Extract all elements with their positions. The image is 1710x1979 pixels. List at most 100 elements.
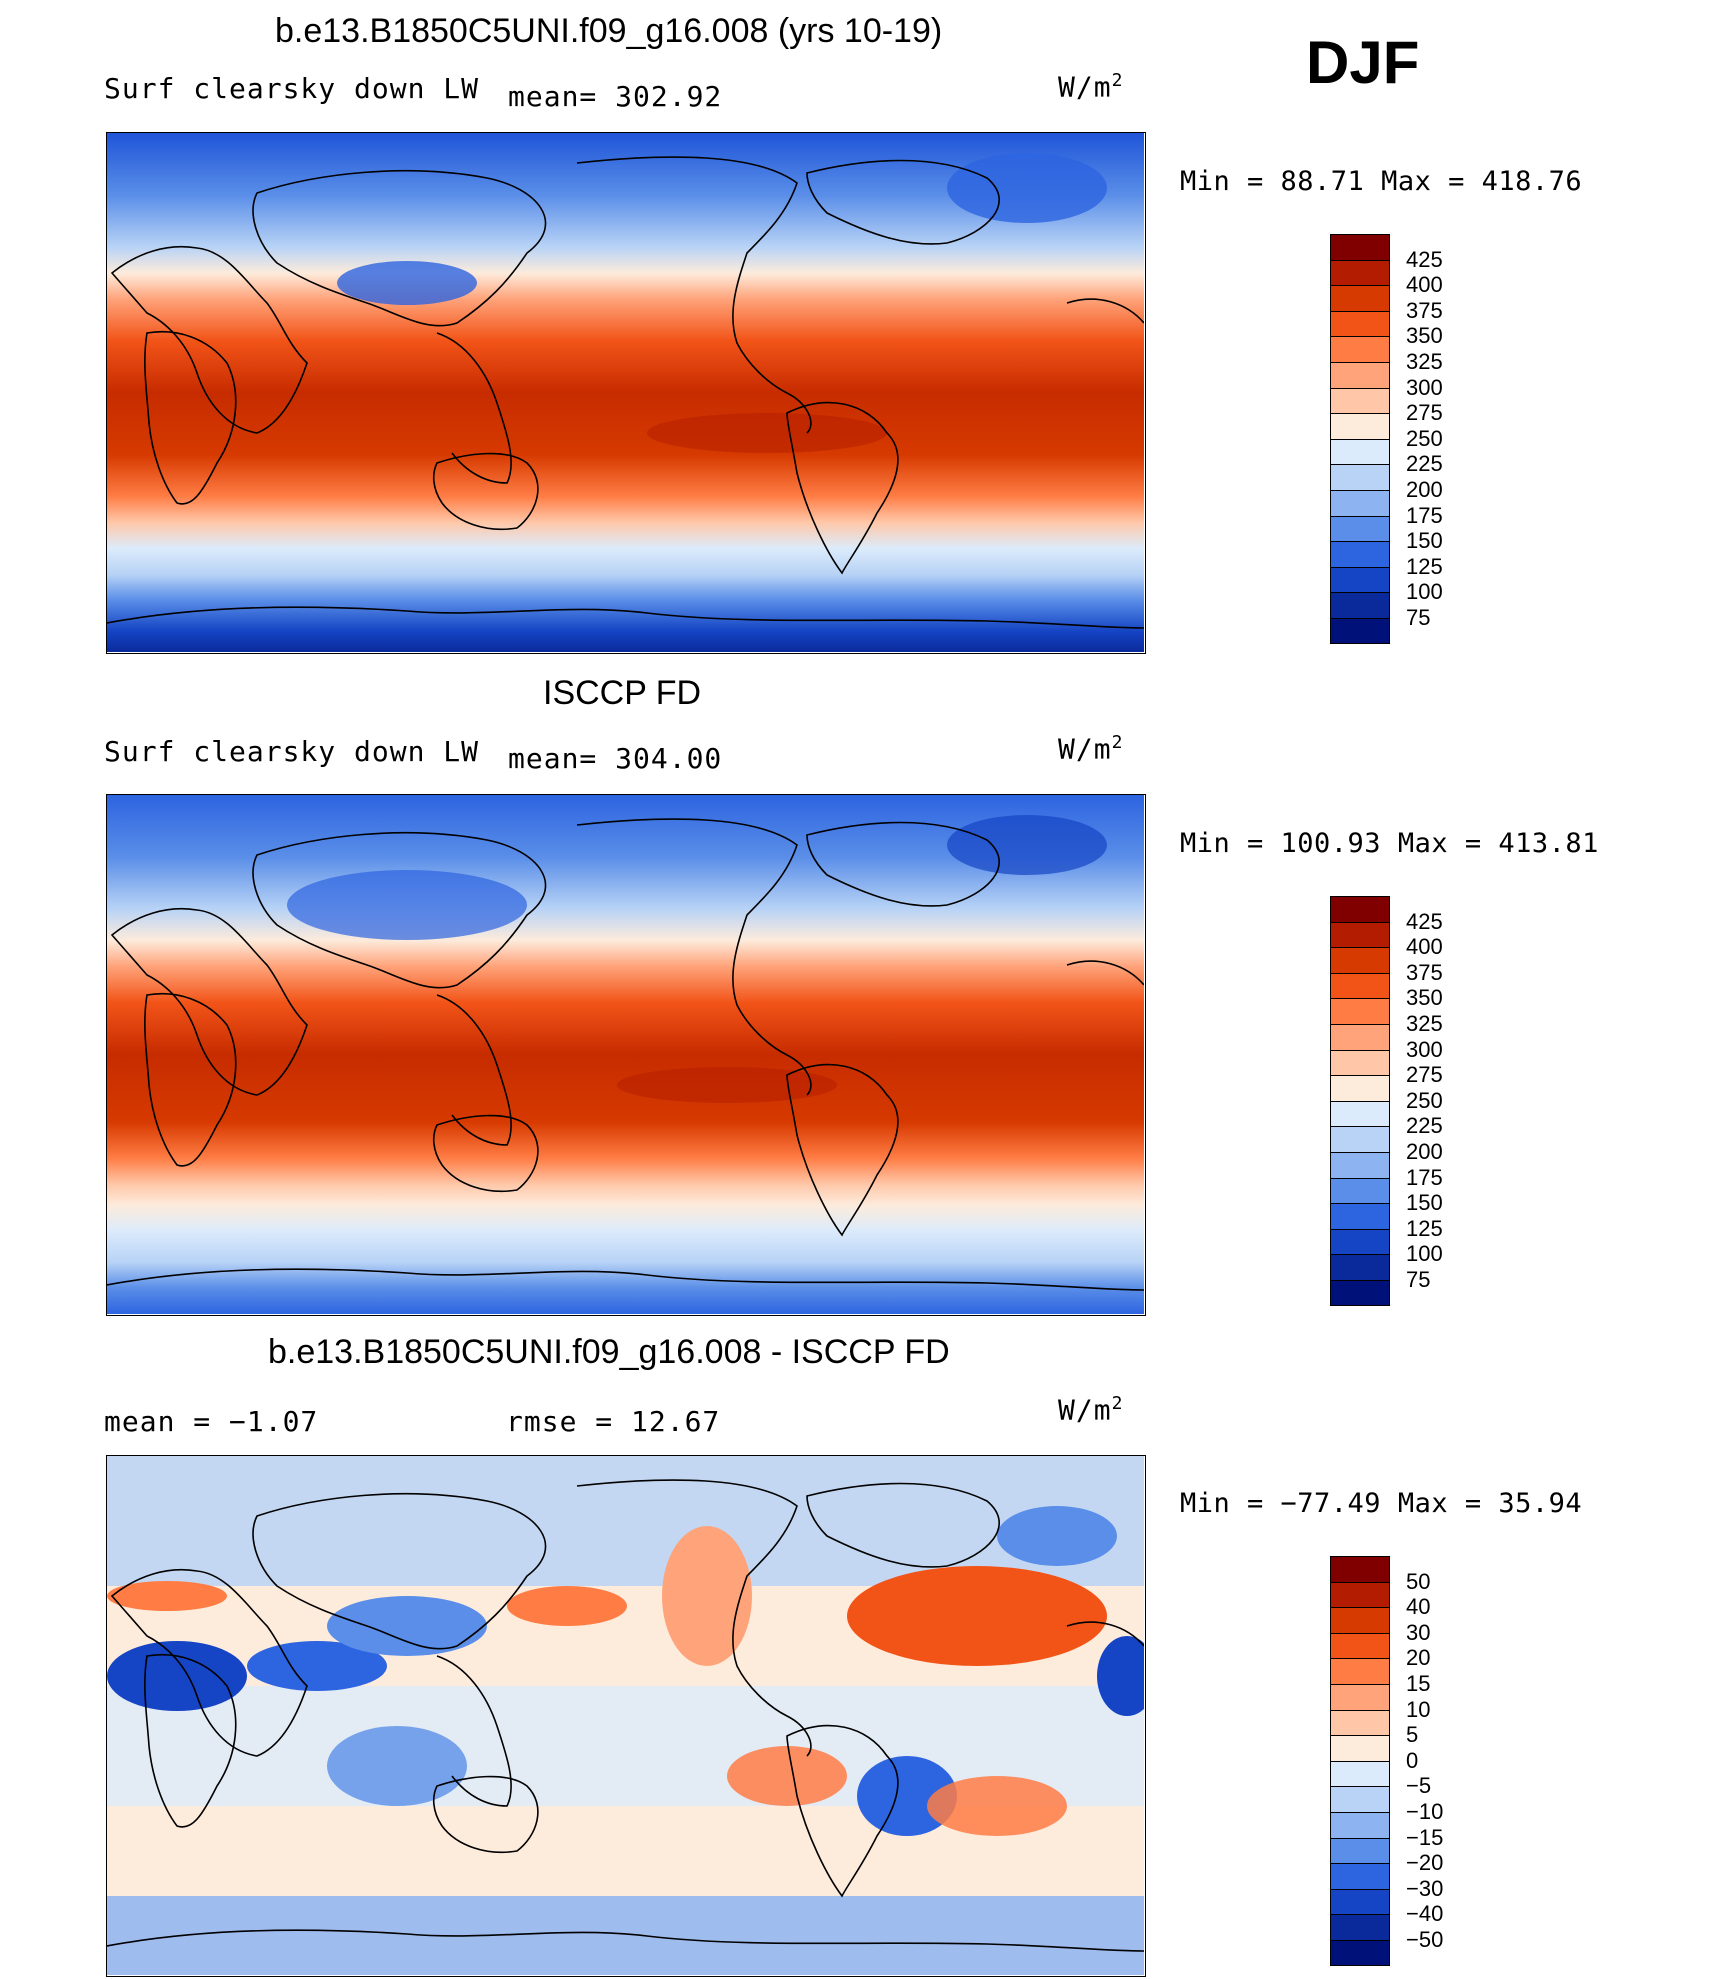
colorbar-2-swatch	[1330, 1126, 1390, 1152]
colorbar-2-label: 125	[1406, 1215, 1443, 1241]
colorbar-1-label: 175	[1406, 502, 1443, 528]
colorbar-1-swatch	[1330, 592, 1390, 618]
panel-3-map-svg	[107, 1456, 1144, 1975]
colorbar-3-swatch	[1330, 1812, 1390, 1838]
panel-1-map	[106, 132, 1146, 654]
colorbar-1-swatch	[1330, 387, 1390, 414]
colorbar-2-label: 275	[1406, 1062, 1443, 1088]
panel-1-variable: Surf clearsky down LW	[104, 72, 480, 105]
colorbar-3-swatch	[1330, 1658, 1390, 1684]
colorbar-1-swatch	[1330, 464, 1390, 490]
panel-3-map	[106, 1455, 1146, 1977]
colorbar-1-swatch	[1330, 566, 1390, 593]
colorbar-3-swatch	[1330, 1684, 1390, 1710]
colorbar-2-swatch	[1330, 1100, 1390, 1127]
panel-1-minmax: Min = 88.71 Max = 418.76	[1180, 166, 1583, 197]
colorbar-1-label: 300	[1406, 374, 1443, 400]
colorbar-1-label: 200	[1406, 477, 1443, 502]
colorbar-1-label: 375	[1406, 297, 1443, 323]
colorbar-1-label: 250	[1406, 425, 1443, 451]
colorbar-2-swatch	[1330, 1254, 1390, 1280]
panel-2-title: ISCCP FD	[543, 674, 702, 712]
colorbar-1-swatch	[1330, 234, 1390, 260]
colorbar-2-swatch	[1330, 1152, 1390, 1178]
colorbar-1-swatch	[1330, 336, 1390, 362]
colorbar-3-swatch	[1330, 1837, 1390, 1864]
colorbar-1-swatch	[1330, 413, 1390, 439]
colorbar-1-swatch	[1330, 541, 1390, 567]
panel-3-minmax: Min = −77.49 Max = 35.94	[1180, 1488, 1583, 1519]
colorbar-1-swatch	[1330, 618, 1390, 644]
colorbar-2-label: 250	[1406, 1087, 1443, 1113]
colorbar-3-label: 50	[1406, 1568, 1431, 1594]
colorbar-2-label: 225	[1406, 1113, 1443, 1139]
colorbar-2-swatch	[1330, 998, 1390, 1024]
colorbar-2-label: 325	[1406, 1011, 1443, 1036]
colorbar-2-label: 100	[1406, 1241, 1443, 1267]
colorbar-1-swatch	[1330, 285, 1390, 311]
colorbar-3-swatch	[1330, 1556, 1390, 1582]
colorbar-1-swatch	[1330, 438, 1390, 465]
colorbar-3-label: −10	[1406, 1799, 1444, 1824]
colorbar-2-swatch	[1330, 947, 1390, 973]
panel-1-title: b.e13.B1850C5UNI.f09_g16.008 (yrs 10-19)	[275, 12, 943, 50]
colorbar-1-label: 350	[1406, 323, 1443, 349]
colorbar-2-swatch	[1330, 921, 1390, 948]
colorbar-1-label: 225	[1406, 451, 1443, 477]
panel-2-mean: mean= 304.00	[508, 742, 723, 775]
colorbar-3-label: −30	[1406, 1875, 1444, 1901]
panel-1-map-svg	[107, 133, 1144, 652]
colorbar-2-swatch	[1330, 1228, 1390, 1255]
colorbar-1-label: 325	[1406, 349, 1443, 374]
colorbar-3-label: 5	[1406, 1722, 1419, 1748]
colorbar-1-label: 100	[1406, 579, 1443, 605]
colorbar-2-label: 375	[1406, 959, 1443, 985]
colorbar-3-swatch	[1330, 1632, 1390, 1659]
panel-3-title: b.e13.B1850C5UNI.f09_g16.008 - ISCCP FD	[268, 1333, 950, 1371]
colorbar-3-label: −15	[1406, 1824, 1444, 1850]
colorbar-3-swatch	[1330, 1786, 1390, 1812]
panel-2-map	[106, 794, 1146, 1316]
panel-3-rmse: rmse = 12.67	[506, 1405, 721, 1438]
colorbar-1-label: 125	[1406, 553, 1443, 579]
colorbar-3-swatch	[1330, 1709, 1390, 1736]
colorbar-1-swatch	[1330, 362, 1390, 388]
colorbar-3-label: −20	[1406, 1850, 1444, 1876]
colorbar-2-swatch	[1330, 1075, 1390, 1101]
colorbar-1-label: 400	[1406, 272, 1443, 298]
panel-2-map-svg	[107, 795, 1144, 1314]
colorbar-2-swatch	[1330, 1024, 1390, 1050]
season-label: DJF	[1306, 29, 1420, 96]
colorbar-3-swatch	[1330, 1735, 1390, 1761]
colorbar-3-label: 0	[1406, 1747, 1419, 1773]
colorbar-2-label: 200	[1406, 1139, 1443, 1164]
colorbar-3-label: −50	[1406, 1927, 1444, 1952]
colorbar-2-label: 175	[1406, 1164, 1443, 1190]
colorbar-3-label: 40	[1406, 1594, 1431, 1620]
colorbar-3-label: 10	[1406, 1696, 1431, 1722]
colorbar-2-label: 75	[1406, 1267, 1431, 1292]
colorbar-2-label: 300	[1406, 1036, 1443, 1062]
colorbar-1-swatch	[1330, 310, 1390, 337]
colorbar-3-swatch	[1330, 1914, 1390, 1940]
colorbar-3-swatch	[1330, 1863, 1390, 1889]
colorbar-3-swatch	[1330, 1607, 1390, 1633]
colorbar-3-label: 20	[1406, 1645, 1431, 1671]
colorbar-3-label: 30	[1406, 1619, 1431, 1645]
panel-3-units: W/m2	[1058, 1393, 1124, 1427]
colorbar-2-swatch	[1330, 1049, 1390, 1076]
colorbar-2-swatch	[1330, 972, 1390, 999]
colorbar-3-swatch	[1330, 1940, 1390, 1966]
panel-1-units: W/m2	[1058, 70, 1124, 104]
colorbar-1-swatch	[1330, 490, 1390, 516]
colorbar-1-label: 75	[1406, 605, 1431, 630]
colorbar-1-label: 275	[1406, 400, 1443, 426]
panel-2-units: W/m2	[1058, 732, 1124, 766]
panel-1-mean: mean= 302.92	[508, 80, 723, 113]
colorbar-2-label: 425	[1406, 908, 1443, 934]
colorbar-1-label: 150	[1406, 528, 1443, 554]
colorbar-3-swatch	[1330, 1760, 1390, 1787]
colorbar-1-swatch	[1330, 515, 1390, 542]
colorbar-2-label: 350	[1406, 985, 1443, 1011]
colorbar-2-swatch	[1330, 1177, 1390, 1204]
